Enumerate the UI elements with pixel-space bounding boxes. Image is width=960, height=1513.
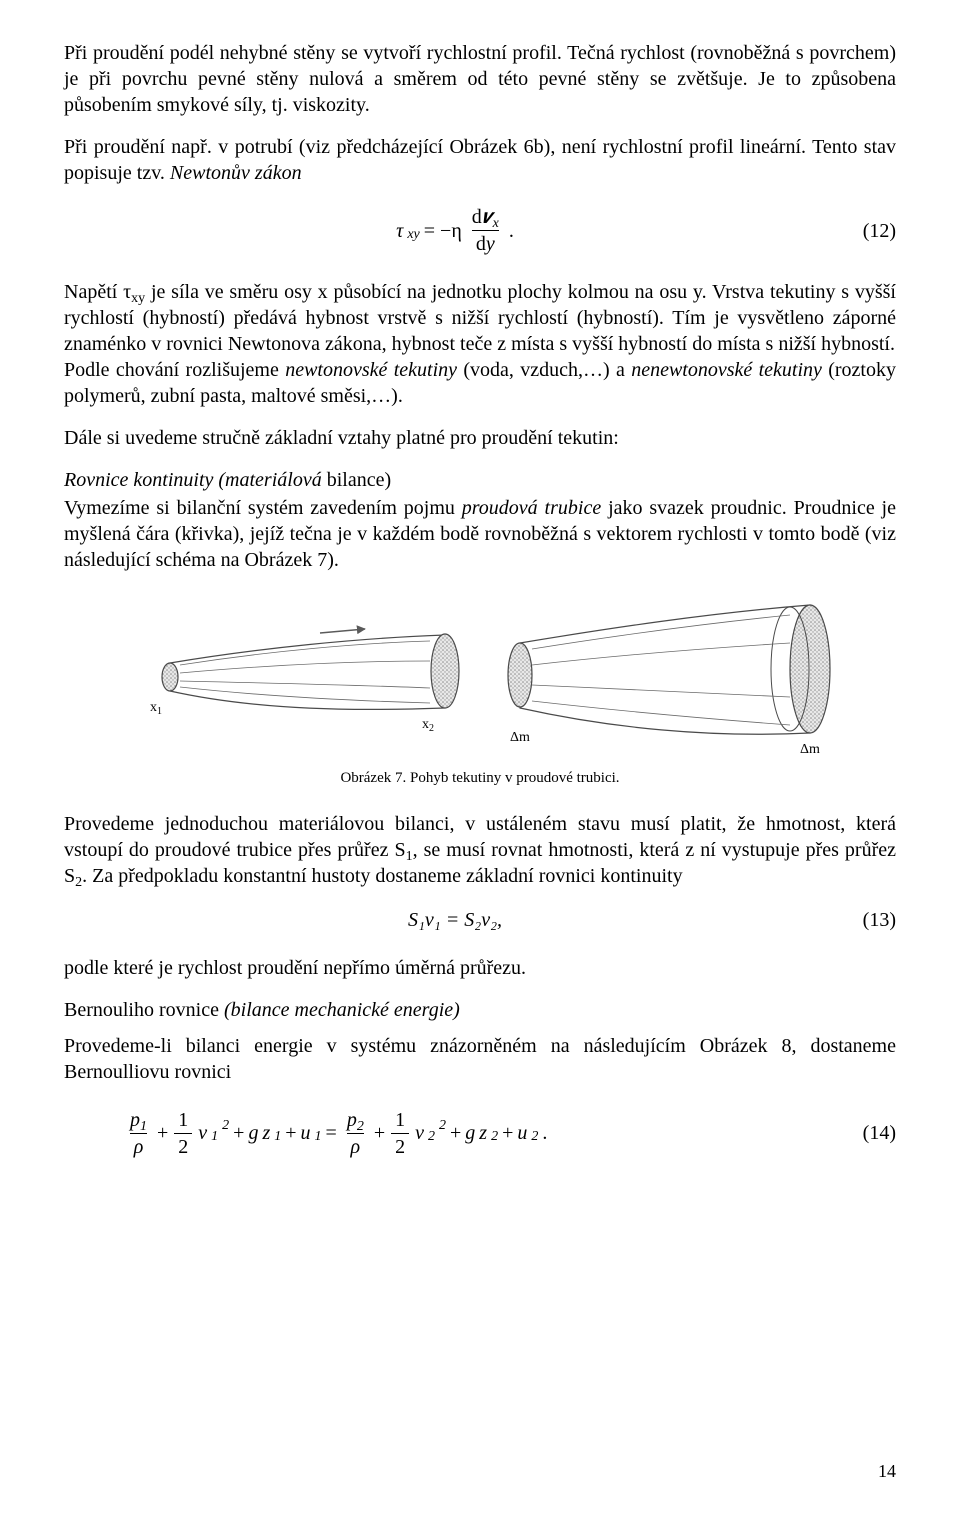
eq14-u1-sub: 1	[315, 1128, 322, 1146]
eq14-v2-sub: 2	[428, 1128, 435, 1146]
eq12-num-d: d	[472, 206, 482, 228]
paragraph-4: Podle chování rozlišujeme newtonovské te…	[64, 357, 896, 409]
heading-bernoulli: Bernouliho rovnice (bilance mechanické e…	[64, 997, 896, 1023]
eq14-plus-2: +	[233, 1120, 244, 1146]
eq14-g2: g	[465, 1120, 475, 1146]
eq14-half-den-2: 2	[391, 1133, 409, 1160]
eq14-g1: g	[248, 1120, 258, 1146]
p3-b: xy	[131, 291, 145, 306]
eq14-plus-3: +	[285, 1120, 296, 1146]
eq14-rho-1: ρ	[130, 1133, 148, 1160]
figure-7-left-tube	[162, 629, 459, 709]
intro-paragraph-1: Při proudění podél nehybné stěny se vytv…	[64, 40, 896, 118]
eq14-v2: v	[415, 1120, 424, 1146]
eq12-num-v: 𝒗	[482, 206, 493, 228]
figure-7: x1 x2 Δm Δm Obrázek 7. Pohyb tekutiny v …	[64, 593, 896, 789]
paragraph-8: podle které je rychlost proudění nepřímo…	[64, 955, 896, 981]
p7-d: 2	[75, 875, 82, 890]
paragraph-3: Napětí τxy je síla ve směru osy x působí…	[64, 279, 896, 357]
eq14-v1-sq: 2	[222, 1117, 229, 1135]
eq12-eq: = −η	[424, 218, 462, 244]
paragraph-6: Vymezíme si bilanční systém zavedením po…	[64, 495, 896, 573]
p4-d: nenewtonovské tekutiny	[631, 359, 822, 381]
page-number: 14	[878, 1460, 896, 1483]
equation-14-row: p1 ρ + 1 2 v12 + gz1 + u1 = p2 ρ +	[64, 1107, 896, 1160]
intro-paragraph-2: Při proudění např. v potrubí (viz předch…	[64, 134, 896, 186]
figure-7-caption: Obrázek 7. Pohyb tekutiny v proudové tru…	[340, 769, 619, 789]
eq13-body: S₁v₁ = S₂v₂,	[408, 907, 502, 933]
paragraph-5: Dále si uvedeme stručně základní vztahy …	[64, 425, 896, 451]
eq14-half-num-1: 1	[174, 1107, 192, 1133]
equation-13-number: (13)	[846, 907, 896, 933]
eq14-eq: =	[326, 1120, 337, 1146]
h1-a: Rovnice kontinuity (materiálová	[64, 469, 327, 491]
eq14-u1: u	[301, 1120, 311, 1146]
eq14-v1-sub: 1	[211, 1128, 218, 1146]
eq14-rho-2: ρ	[347, 1133, 365, 1160]
equation-12-number: (12)	[846, 218, 896, 244]
eq14-p1-sub: 1	[140, 1119, 147, 1134]
eq14-p2-sub: 2	[357, 1119, 364, 1134]
fig7-label-x1: x1	[150, 700, 162, 717]
equation-12: τxy = −η d𝒗x dy .	[396, 204, 514, 257]
eq14-z2: z	[479, 1120, 487, 1146]
h1-c: )	[384, 469, 391, 491]
eq14-plus-1: +	[157, 1120, 168, 1146]
p7-e: . Za předpokladu konstantní hustoty dost…	[82, 865, 682, 887]
eq14-period: .	[542, 1120, 547, 1146]
eq12-period: .	[509, 218, 514, 244]
p3-a: Napětí τ	[64, 281, 131, 303]
h1-b: bilance	[327, 469, 385, 491]
eq14-v1: v	[198, 1120, 207, 1146]
paragraph-7: Provedeme jednoduchou materiálovou bilan…	[64, 811, 896, 889]
p4-a: Podle chování rozlišujeme	[64, 359, 285, 381]
equation-13: S₁v₁ = S₂v₂,	[408, 907, 502, 933]
eq14-z1-sub: 1	[274, 1128, 281, 1146]
equation-14-number: (14)	[846, 1120, 896, 1146]
eq14-u2-sub: 2	[531, 1128, 538, 1146]
figure-7-right-tube	[508, 605, 830, 734]
p3-c: je síla ve směru osy x působící na jedno…	[64, 281, 896, 355]
eq14-half-den-1: 2	[174, 1133, 192, 1160]
p4-b: newtonovské tekutiny	[285, 359, 457, 381]
equation-14: p1 ρ + 1 2 v12 + gz1 + u1 = p2 ρ +	[124, 1107, 547, 1160]
p6-a: Vymezíme si bilanční systém zavedením po…	[64, 497, 462, 519]
eq14-z1: z	[262, 1120, 270, 1146]
fig7-label-dm1: Δm	[510, 730, 530, 745]
eq12-tau-sub: xy	[407, 226, 419, 244]
h2-d: )	[453, 999, 460, 1021]
eq14-v2-sq: 2	[439, 1117, 446, 1135]
p2-newton-law: Newtonův zákon	[170, 162, 302, 184]
eq14-p2: p	[347, 1109, 357, 1131]
eq12-den-y: y	[486, 233, 495, 255]
eq14-p1: p	[130, 1109, 140, 1131]
eq14-plus-4: +	[374, 1120, 385, 1146]
equation-13-row: S₁v₁ = S₂v₂, (13)	[64, 907, 896, 933]
eq14-plus-5: +	[450, 1120, 461, 1146]
p4-c: (voda, vzduch,…) a	[457, 359, 631, 381]
fig7-label-dm2: Δm	[800, 742, 820, 757]
fig7-label-x2: x2	[422, 717, 434, 734]
equation-12-row: τxy = −η d𝒗x dy . (12)	[64, 204, 896, 257]
eq12-tau: τ	[396, 218, 403, 244]
eq14-u2: u	[517, 1120, 527, 1146]
eq14-half-num-2: 1	[391, 1107, 409, 1133]
heading-continuity: Rovnice kontinuity (materiálová bilance)	[64, 467, 896, 493]
p7-b: 1	[406, 849, 413, 864]
h2-b: (	[224, 999, 231, 1021]
eq14-plus-6: +	[502, 1120, 513, 1146]
p6-b: proudová trubice	[462, 497, 601, 519]
eq12-den-d: d	[476, 233, 486, 255]
eq14-z2-sub: 2	[491, 1128, 498, 1146]
eq12-num-sub: x	[493, 216, 499, 231]
paragraph-9: Provedeme-li bilanci energie v systému z…	[64, 1033, 896, 1085]
h2-c: bilance mechanické energie	[231, 999, 453, 1021]
h2-a: Bernouliho rovnice	[64, 999, 224, 1021]
figure-7-svg: x1 x2 Δm Δm	[110, 593, 850, 763]
